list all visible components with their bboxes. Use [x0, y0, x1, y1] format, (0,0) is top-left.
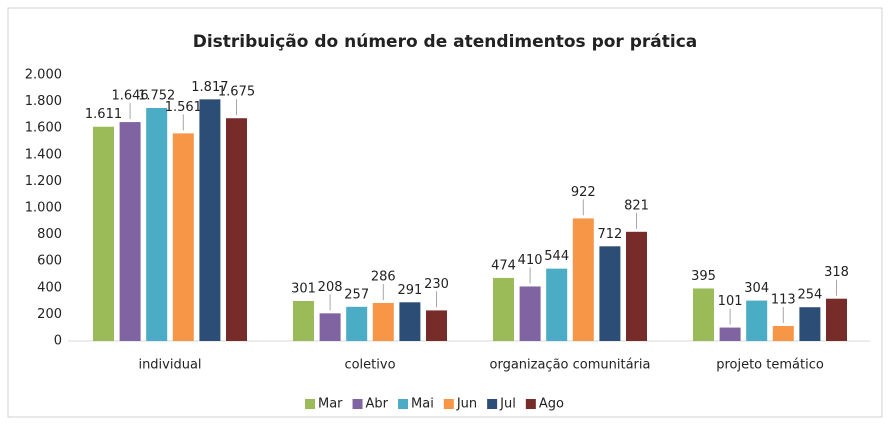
- data-label: 254: [797, 288, 822, 303]
- data-label: 301: [291, 281, 316, 296]
- legend-label: Mar: [318, 397, 343, 412]
- bar: [693, 288, 714, 341]
- x-tick-label: coletivo: [344, 358, 395, 373]
- legend-swatch: [352, 399, 363, 409]
- y-tick-label: 600: [37, 254, 62, 269]
- data-label: 230: [424, 277, 449, 292]
- bar: [346, 306, 368, 341]
- data-label: 474: [491, 258, 516, 273]
- bar: [146, 107, 168, 341]
- y-tick-label: 1.600: [25, 121, 62, 136]
- y-tick-label: 400: [37, 280, 62, 295]
- bar: [599, 246, 621, 341]
- legend-swatch: [525, 399, 536, 409]
- data-label: 208: [318, 280, 343, 295]
- data-label: 395: [691, 269, 716, 284]
- legend-label: Mai: [411, 397, 434, 412]
- data-label: 1.561: [165, 100, 202, 115]
- data-label: 257: [344, 287, 369, 302]
- y-tick-label: 1.800: [25, 94, 62, 109]
- bar: [226, 118, 247, 341]
- bar: [372, 302, 394, 341]
- legend-label: Abr: [366, 397, 389, 412]
- data-label: 113: [771, 292, 796, 307]
- data-label: 101: [718, 294, 743, 309]
- bar: [426, 310, 447, 341]
- bar: [519, 286, 541, 341]
- bar: [319, 313, 341, 341]
- data-label: 1.611: [85, 107, 122, 122]
- y-tick-label: 200: [37, 307, 62, 322]
- data-label: 304: [744, 281, 769, 296]
- data-label: 922: [571, 185, 596, 200]
- bar: [199, 99, 221, 342]
- y-tick-label: 1.200: [25, 174, 62, 189]
- data-label: 286: [371, 269, 396, 284]
- chart-title: Distribuição do número de atendimentos p…: [193, 32, 698, 52]
- data-label: 1.646: [111, 89, 148, 104]
- x-tick-label: individual: [138, 358, 201, 373]
- bar: [719, 327, 741, 341]
- bar: [172, 133, 194, 341]
- bar: [572, 218, 594, 341]
- bar: [746, 300, 768, 341]
- y-tick-label: 0: [54, 334, 62, 349]
- data-label: 291: [397, 283, 422, 298]
- y-tick-label: 2.000: [25, 68, 62, 83]
- bar: [799, 307, 821, 341]
- bar: [546, 268, 568, 341]
- x-tick-label: organização comunitária: [490, 358, 651, 373]
- legend-label: Jul: [499, 397, 516, 412]
- legend-label: Jun: [456, 397, 477, 412]
- legend-swatch: [398, 399, 409, 409]
- bar: [93, 126, 114, 341]
- bar: [293, 300, 314, 341]
- data-label: 821: [624, 198, 649, 213]
- data-label: 544: [544, 249, 569, 264]
- legend-swatch: [305, 399, 315, 409]
- legend-swatch: [487, 399, 498, 409]
- data-label: 1.675: [218, 85, 255, 100]
- bar: [826, 298, 847, 341]
- bar: [119, 122, 141, 341]
- x-tick-label: projeto temático: [716, 358, 824, 373]
- data-label: 1.817: [191, 80, 228, 95]
- bar: [772, 325, 794, 341]
- y-tick-label: 1.400: [25, 147, 62, 162]
- legend-swatch: [443, 399, 454, 409]
- bar: [626, 231, 647, 341]
- bar: [493, 277, 514, 341]
- legend-label: Ago: [539, 397, 564, 412]
- data-label: 410: [518, 253, 543, 268]
- data-label: 318: [824, 265, 849, 280]
- data-label: 712: [597, 227, 622, 242]
- bar: [399, 302, 421, 341]
- data-label: 1.752: [138, 88, 175, 103]
- y-tick-label: 1.000: [25, 201, 62, 216]
- y-tick-label: 800: [37, 227, 62, 242]
